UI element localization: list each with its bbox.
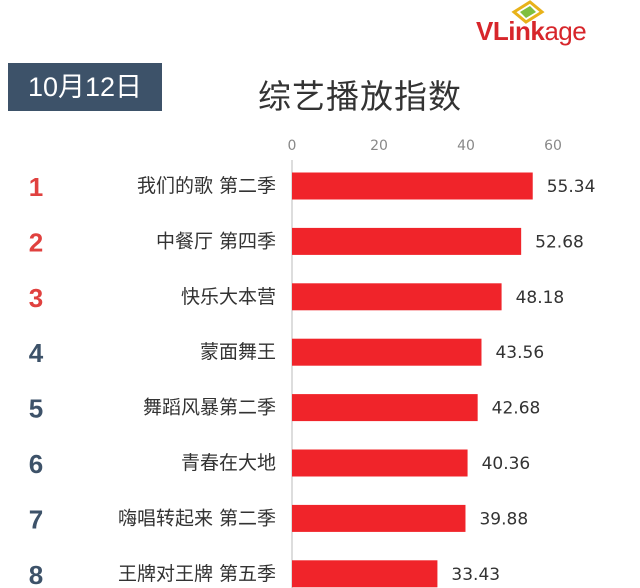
rank-number: 2 (29, 227, 43, 257)
category-label: 我们的歌 第二季 (137, 175, 276, 197)
x-tick-label-1: 20 (370, 138, 388, 154)
data-label: 33.43 (451, 565, 500, 585)
category-label: 青春在大地 (181, 452, 276, 474)
chart-title: 综艺播放指数 (258, 77, 462, 116)
category-label: 快乐大本营 (181, 286, 276, 308)
data-label: 39.88 (479, 509, 528, 529)
data-label: 42.68 (492, 399, 541, 419)
category-label: 舞蹈风暴第二季 (143, 397, 276, 419)
data-label: 52.68 (535, 232, 584, 252)
bar (292, 227, 522, 255)
bar (292, 449, 468, 477)
bar (292, 172, 533, 200)
rank-number: 5 (29, 394, 43, 424)
logo-emblem-icon (511, 0, 545, 24)
rank-number: 3 (29, 283, 43, 313)
bar (292, 283, 502, 311)
rank-number: 7 (29, 504, 43, 534)
bar (292, 560, 438, 588)
data-label: 55.34 (547, 177, 596, 197)
x-tick-label-2: 40 (457, 138, 475, 154)
x-tick-label-0: 0 (288, 138, 297, 154)
date-badge: 10月12日 (8, 63, 162, 111)
category-label: 蒙面舞王 (200, 341, 276, 363)
logo-wordmark: VLinkage (476, 16, 587, 46)
bar (292, 338, 482, 366)
category-label: 中餐厅 第四季 (156, 230, 276, 252)
rank-number: 1 (29, 172, 43, 202)
data-label: 40.36 (482, 454, 531, 474)
rank-number: 6 (29, 449, 43, 479)
data-label: 43.56 (495, 343, 544, 363)
x-tick-label-3: 60 (544, 138, 562, 154)
bar (292, 394, 478, 422)
rank-number: 8 (29, 560, 43, 588)
data-label: 48.18 (516, 288, 565, 308)
rank-number: 4 (29, 338, 44, 368)
category-label: 王牌对王牌 第五季 (118, 563, 276, 585)
category-label: 嗨唱转起来 第二季 (118, 507, 276, 529)
bar (292, 504, 466, 532)
vlinkage-logo: VLinkage (476, 0, 626, 50)
